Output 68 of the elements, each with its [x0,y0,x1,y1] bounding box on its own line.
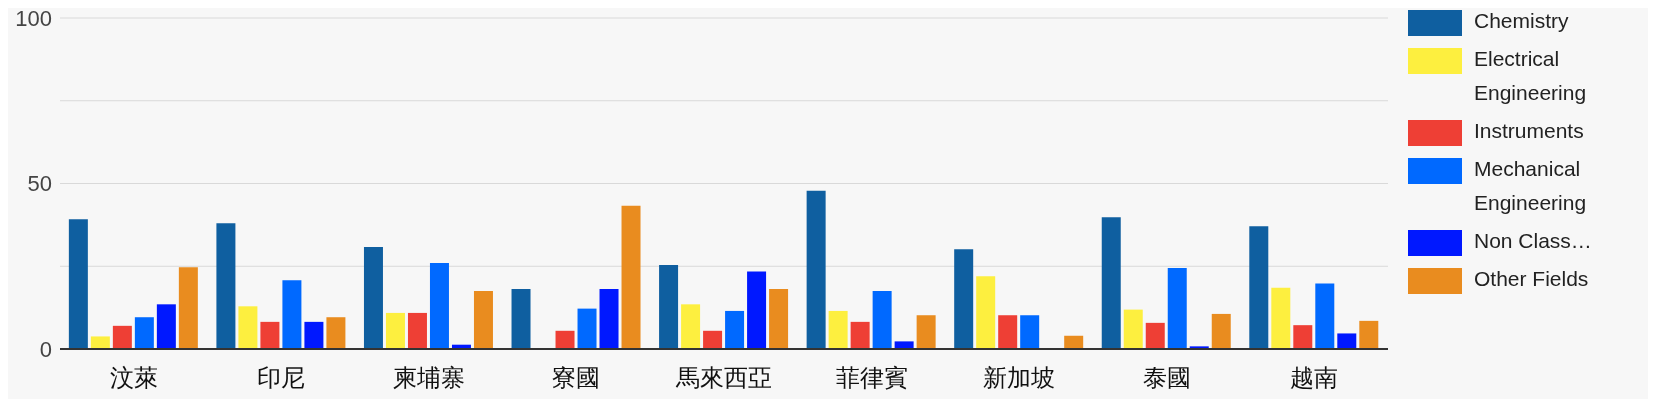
bar [725,310,745,349]
bar [216,223,236,349]
x-tick-label: 越南 [1290,364,1339,393]
bar [681,304,701,349]
bar [998,315,1018,349]
x-tick-label: 印尼 [257,364,306,393]
bar [1293,325,1313,349]
legend-label: Mechanical Engineering [1474,156,1588,216]
bar [134,317,154,349]
bar [1145,322,1165,349]
y-tick-label: 50 [27,171,52,197]
bar [806,190,826,349]
legend-label: Chemistry [1474,8,1569,34]
bar [1167,267,1187,349]
legend-label: Electrical Engineering [1474,46,1588,106]
legend-label: Instruments [1474,118,1584,144]
bar [385,312,405,349]
bar [1359,320,1379,349]
bar [1271,287,1291,349]
x-tick-label: 馬來西亞 [675,364,772,393]
bar [747,271,767,349]
x-tick-label: 柬埔寨 [392,364,465,393]
bar [178,267,198,349]
bar [703,330,723,349]
bar [282,280,302,349]
bar [238,306,258,349]
legend-label: Non Class… [1474,228,1592,254]
bar [1123,309,1143,349]
y-tick-label: 100 [15,5,52,31]
bar [326,317,346,349]
bar [659,264,679,349]
bar [363,247,383,349]
bar [68,219,88,349]
bar [872,291,892,349]
bar [429,262,449,349]
bar [916,315,936,349]
bar [577,308,597,349]
bar [473,291,493,349]
bar [1101,217,1121,349]
legend-label: Other Fields [1474,266,1589,292]
x-tick-label: 寮國 [552,364,601,393]
bar [1020,315,1040,349]
x-tick-label: 汶萊 [109,364,158,393]
bar [511,289,531,349]
bar [156,304,176,349]
bar [555,330,575,349]
bar [769,289,789,349]
bar [954,249,974,349]
bar [894,341,914,349]
bar [407,312,427,349]
bar [260,321,280,349]
bar [828,310,848,349]
y-tick-label: 0 [39,336,52,362]
bar [621,205,641,349]
bar [1315,283,1335,349]
bar [1249,226,1269,349]
bar [1064,335,1084,349]
bar [1337,333,1357,349]
bar [599,289,619,349]
x-tick-label: 菲律賓 [835,364,908,393]
x-tick-label: 泰國 [1142,364,1191,393]
bar [976,276,996,349]
bar [90,336,110,349]
bar [304,321,324,349]
bar [850,321,870,349]
bar [112,325,132,349]
bar [1211,313,1231,349]
x-tick-label: 新加坡 [983,364,1056,393]
